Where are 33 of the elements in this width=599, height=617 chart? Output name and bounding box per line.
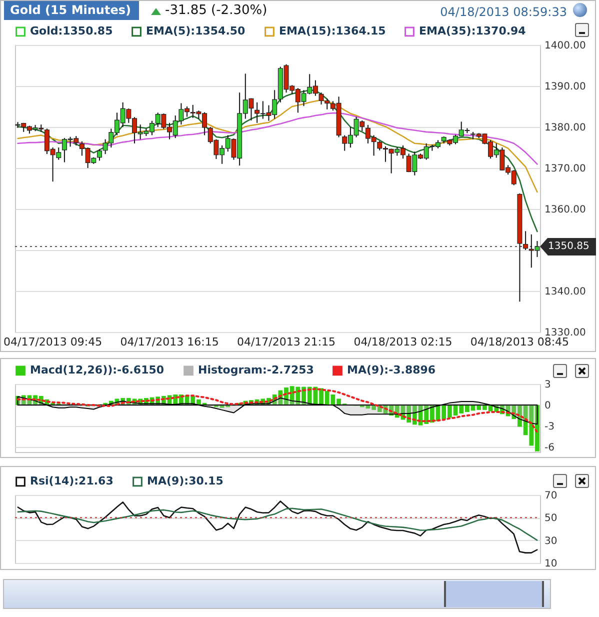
- x-tick-label: 04/18/2013 02:15: [354, 336, 452, 348]
- ref-line-label: 1350.85: [548, 240, 590, 254]
- legend-label: MA(9):-3.8896: [347, 364, 436, 377]
- y-tick-label: 1360.00: [544, 204, 586, 216]
- legend-label: Histogram:-2.7253: [198, 364, 314, 377]
- x-tick-label: 04/17/2013 09:45: [3, 336, 102, 348]
- x-tick-label: 04/17/2013 21:15: [236, 336, 336, 348]
- y-tick-label: -6: [544, 442, 554, 454]
- legend-label: EMA(5):1354.50: [146, 24, 246, 38]
- y-tick-label: 1370.00: [544, 164, 586, 174]
- y-tick-label: 70: [544, 490, 558, 502]
- y-tick-label: 1340.00: [544, 286, 586, 298]
- y-tick-label: 1380.00: [544, 122, 586, 134]
- y-tick-label: 3: [544, 380, 551, 390]
- y-tick-label: 30: [544, 536, 558, 547]
- y-tick-label: 50: [544, 513, 558, 524]
- legend-label: Gold:1350.85: [30, 24, 113, 38]
- x-tick-label: 04/17/2013 16:15: [120, 336, 219, 348]
- legend-label: MA(9):30.15: [147, 474, 224, 488]
- y-tick-label: 1400.00: [544, 40, 586, 52]
- y-tick-label: 1390.00: [544, 82, 586, 92]
- text: 04/18/2013 08:59:33: [440, 5, 567, 19]
- text: -31.85 (-2.30%): [165, 3, 268, 18]
- y-tick-label: 0: [544, 400, 551, 412]
- y-tick-label: -3: [544, 422, 554, 433]
- y-tick-label: 10: [544, 558, 558, 570]
- legend-label: Rsi(14):21.63: [30, 474, 114, 488]
- x-tick-label: 04/18/2013 08:45: [470, 336, 570, 348]
- y-tick-label: 1330.00: [544, 328, 586, 338]
- legend-label: EMA(35):1370.94: [419, 24, 526, 38]
- chart-title: Gold (15 Minutes): [4, 1, 139, 20]
- legend-label: EMA(15):1364.15: [279, 24, 386, 38]
- legend-label: Macd(12,26)):-6.6150: [30, 364, 164, 377]
